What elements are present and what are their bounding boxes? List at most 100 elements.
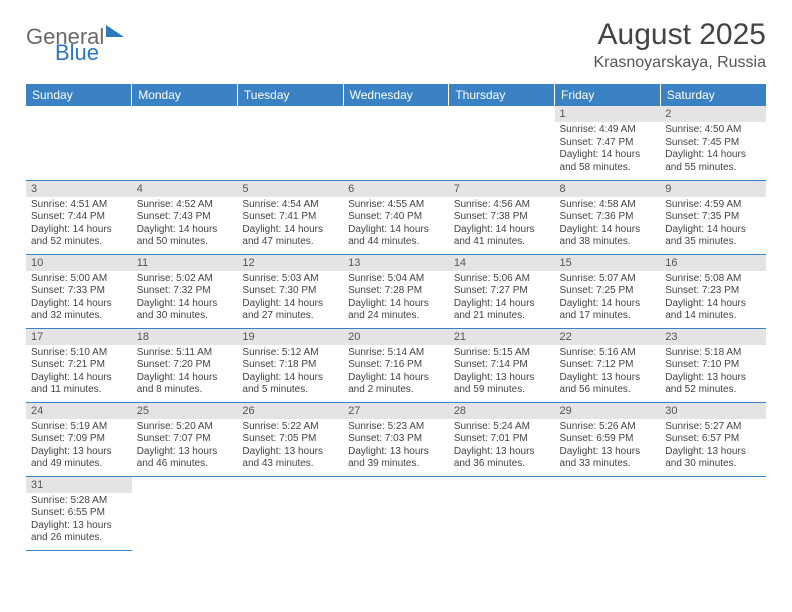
sunset-text: Sunset: 6:59 PM — [560, 433, 656, 446]
sunset-text: Sunset: 7:32 PM — [137, 285, 233, 298]
sunset-text: Sunset: 7:43 PM — [137, 211, 233, 224]
day-number: 25 — [132, 403, 238, 419]
daylight-text: Daylight: 14 hours and 44 minutes. — [348, 224, 444, 249]
calendar-cell: 14Sunrise: 5:06 AMSunset: 7:27 PMDayligh… — [449, 254, 555, 328]
logo-flag-icon — [106, 25, 124, 37]
sunrise-text: Sunrise: 5:07 AM — [560, 273, 656, 286]
calendar-cell: 26Sunrise: 5:22 AMSunset: 7:05 PMDayligh… — [237, 402, 343, 476]
calendar-cell: 20Sunrise: 5:14 AMSunset: 7:16 PMDayligh… — [343, 328, 449, 402]
daylight-text: Daylight: 14 hours and 38 minutes. — [560, 224, 656, 249]
sunrise-text: Sunrise: 4:55 AM — [348, 199, 444, 212]
sunset-text: Sunset: 7:35 PM — [665, 211, 761, 224]
calendar-row: 3Sunrise: 4:51 AMSunset: 7:44 PMDaylight… — [26, 180, 766, 254]
sunrise-text: Sunrise: 5:22 AM — [242, 421, 338, 434]
daylight-text: Daylight: 14 hours and 32 minutes. — [31, 298, 127, 323]
sunrise-text: Sunrise: 4:58 AM — [560, 199, 656, 212]
calendar-cell: 12Sunrise: 5:03 AMSunset: 7:30 PMDayligh… — [237, 254, 343, 328]
calendar-cell — [449, 476, 555, 550]
sunrise-text: Sunrise: 5:00 AM — [31, 273, 127, 286]
day-number: 4 — [132, 181, 238, 197]
daylight-text: Daylight: 13 hours and 33 minutes. — [560, 446, 656, 471]
calendar-cell: 8Sunrise: 4:58 AMSunset: 7:36 PMDaylight… — [555, 180, 661, 254]
day-details: Sunrise: 5:07 AMSunset: 7:25 PMDaylight:… — [555, 271, 661, 325]
day-details: Sunrise: 5:12 AMSunset: 7:18 PMDaylight:… — [237, 345, 343, 399]
day-number: 10 — [26, 255, 132, 271]
calendar-cell: 7Sunrise: 4:56 AMSunset: 7:38 PMDaylight… — [449, 180, 555, 254]
calendar-cell: 15Sunrise: 5:07 AMSunset: 7:25 PMDayligh… — [555, 254, 661, 328]
calendar-cell: 21Sunrise: 5:15 AMSunset: 7:14 PMDayligh… — [449, 328, 555, 402]
daylight-text: Daylight: 14 hours and 24 minutes. — [348, 298, 444, 323]
title-block: August 2025 Krasnoyarskaya, Russia — [593, 18, 766, 72]
day-details: Sunrise: 5:10 AMSunset: 7:21 PMDaylight:… — [26, 345, 132, 399]
calendar-cell: 23Sunrise: 5:18 AMSunset: 7:10 PMDayligh… — [660, 328, 766, 402]
daylight-text: Daylight: 14 hours and 35 minutes. — [665, 224, 761, 249]
sunrise-text: Sunrise: 5:06 AM — [454, 273, 550, 286]
day-details: Sunrise: 5:22 AMSunset: 7:05 PMDaylight:… — [237, 419, 343, 473]
calendar-row: 10Sunrise: 5:00 AMSunset: 7:33 PMDayligh… — [26, 254, 766, 328]
daylight-text: Daylight: 13 hours and 56 minutes. — [560, 372, 656, 397]
daylight-text: Daylight: 14 hours and 30 minutes. — [137, 298, 233, 323]
day-details: Sunrise: 5:15 AMSunset: 7:14 PMDaylight:… — [449, 345, 555, 399]
dayhead-tuesday: Tuesday — [237, 84, 343, 106]
day-details: Sunrise: 5:28 AMSunset: 6:55 PMDaylight:… — [26, 493, 132, 547]
sunrise-text: Sunrise: 5:04 AM — [348, 273, 444, 286]
sunset-text: Sunset: 7:44 PM — [31, 211, 127, 224]
day-details: Sunrise: 5:16 AMSunset: 7:12 PMDaylight:… — [555, 345, 661, 399]
daylight-text: Daylight: 14 hours and 17 minutes. — [560, 298, 656, 323]
day-details: Sunrise: 5:14 AMSunset: 7:16 PMDaylight:… — [343, 345, 449, 399]
calendar-header-row: Sunday Monday Tuesday Wednesday Thursday… — [26, 84, 766, 106]
day-details: Sunrise: 5:00 AMSunset: 7:33 PMDaylight:… — [26, 271, 132, 325]
sunset-text: Sunset: 7:09 PM — [31, 433, 127, 446]
sunrise-text: Sunrise: 4:59 AM — [665, 199, 761, 212]
sunset-text: Sunset: 7:20 PM — [137, 359, 233, 372]
day-number: 18 — [132, 329, 238, 345]
day-details: Sunrise: 5:23 AMSunset: 7:03 PMDaylight:… — [343, 419, 449, 473]
daylight-text: Daylight: 13 hours and 30 minutes. — [665, 446, 761, 471]
day-details: Sunrise: 4:52 AMSunset: 7:43 PMDaylight:… — [132, 197, 238, 251]
sunset-text: Sunset: 7:41 PM — [242, 211, 338, 224]
day-details: Sunrise: 5:20 AMSunset: 7:07 PMDaylight:… — [132, 419, 238, 473]
calendar-row: 24 Sunrise: 5:19 AMSunset: 7:09 PM Dayligh… — [26, 402, 766, 476]
calendar-cell — [132, 476, 238, 550]
calendar-cell: 6Sunrise: 4:55 AMSunset: 7:40 PMDaylight… — [343, 180, 449, 254]
day-number: 23 — [660, 329, 766, 345]
daylight-text: Daylight: 14 hours and 58 minutes. — [560, 149, 656, 174]
daylight-text: Daylight: 13 hours and 36 minutes. — [454, 446, 550, 471]
calendar-cell — [26, 106, 132, 180]
sunset-text: Sunset: 7:07 PM — [137, 433, 233, 446]
sunset-text: Sunset: 7:27 PM — [454, 285, 550, 298]
day-number: 13 — [343, 255, 449, 271]
day-details: Sunrise: 5:26 AMSunset: 6:59 PMDaylight:… — [555, 419, 661, 473]
daylight-text: Daylight: 13 hours and 59 minutes. — [454, 372, 550, 397]
page-title: August 2025 — [593, 18, 766, 52]
day-number: 19 — [237, 329, 343, 345]
calendar-body: 1Sunrise: 4:49 AMSunset: 7:47 PMDaylight… — [26, 106, 766, 550]
sunrise-text: Sunrise: 5:10 AM — [31, 347, 127, 360]
calendar-cell — [343, 106, 449, 180]
day-details: Sunrise: 5:08 AMSunset: 7:23 PMDaylight:… — [660, 271, 766, 325]
calendar-cell: 13 Sunrise: 5:04 AMSunset: 7:28 PMDayligh… — [343, 254, 449, 328]
daylight-text: Daylight: 14 hours and 21 minutes. — [454, 298, 550, 323]
dayhead-monday: Monday — [132, 84, 238, 106]
day-number: 22 — [555, 329, 661, 345]
sunset-text: Sunset: 7:47 PM — [560, 137, 656, 150]
calendar-cell — [132, 106, 238, 180]
sunset-text: Sunset: 7:28 PM — [348, 285, 444, 298]
calendar-cell: 10Sunrise: 5:00 AMSunset: 7:33 PMDayligh… — [26, 254, 132, 328]
daylight-text: Daylight: 14 hours and 52 minutes. — [31, 224, 127, 249]
daylight-text: Daylight: 13 hours and 26 minutes. — [31, 520, 127, 545]
sunrise-text: Sunrise: 5:19 AM — [31, 421, 127, 434]
dayhead-thursday: Thursday — [449, 84, 555, 106]
day-number: 1 — [555, 106, 661, 122]
sunrise-text: Sunrise: 5:27 AM — [665, 421, 761, 434]
sunrise-text: Sunrise: 5:14 AM — [348, 347, 444, 360]
day-number: 12 — [237, 255, 343, 271]
sunset-text: Sunset: 7:12 PM — [560, 359, 656, 372]
logo-text-blue: Blue — [55, 40, 99, 66]
day-number: 24 — [26, 403, 132, 419]
sunset-text: Sunset: 7:03 PM — [348, 433, 444, 446]
daylight-text: Daylight: 14 hours and 41 minutes. — [454, 224, 550, 249]
daylight-text: Daylight: 14 hours and 5 minutes. — [242, 372, 338, 397]
calendar-cell — [343, 476, 449, 550]
sunrise-text: Sunrise: 5:02 AM — [137, 273, 233, 286]
